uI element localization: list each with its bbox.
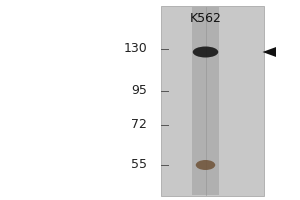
Bar [192, 7, 219, 195]
Text: 72: 72 [131, 118, 147, 132]
Text: 55: 55 [131, 158, 147, 171]
Bar [160, 6, 264, 196]
Ellipse shape [193, 46, 218, 58]
Ellipse shape [196, 160, 215, 170]
Text: K562: K562 [190, 11, 221, 24]
Text: 130: 130 [123, 43, 147, 55]
Polygon shape [262, 47, 276, 57]
Text: 95: 95 [131, 84, 147, 97]
